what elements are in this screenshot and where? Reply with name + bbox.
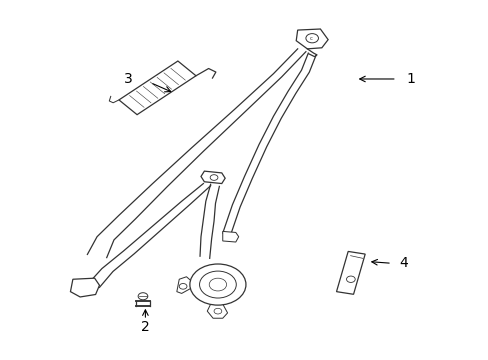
Text: 3: 3 bbox=[124, 72, 133, 86]
Polygon shape bbox=[119, 61, 196, 115]
Polygon shape bbox=[207, 304, 227, 318]
Text: 1: 1 bbox=[406, 72, 415, 86]
Polygon shape bbox=[336, 251, 365, 294]
Text: 4: 4 bbox=[399, 256, 407, 270]
Text: c: c bbox=[309, 36, 312, 41]
Polygon shape bbox=[177, 277, 191, 293]
Circle shape bbox=[305, 33, 318, 43]
Polygon shape bbox=[296, 29, 327, 49]
Polygon shape bbox=[70, 278, 99, 297]
Polygon shape bbox=[201, 171, 224, 184]
Circle shape bbox=[214, 308, 222, 314]
Text: 2: 2 bbox=[141, 320, 149, 334]
Circle shape bbox=[189, 264, 245, 305]
Circle shape bbox=[209, 278, 226, 291]
Circle shape bbox=[346, 276, 354, 283]
Circle shape bbox=[210, 175, 218, 180]
Circle shape bbox=[199, 271, 236, 298]
Polygon shape bbox=[223, 231, 238, 242]
Circle shape bbox=[138, 293, 147, 300]
Circle shape bbox=[179, 283, 186, 289]
